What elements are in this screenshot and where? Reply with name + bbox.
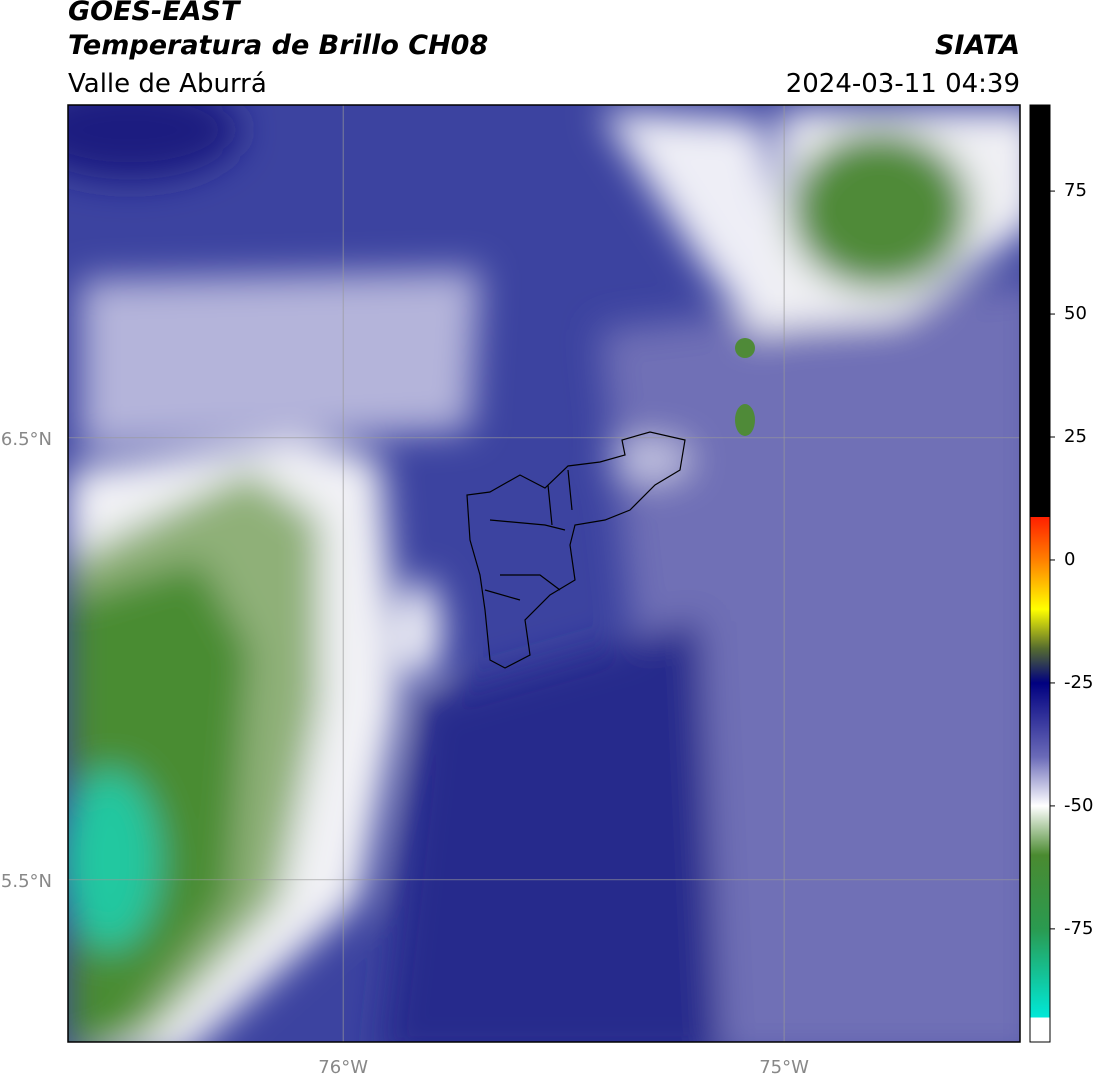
colorbar-tick-label: 75 <box>1064 180 1087 201</box>
colorbar <box>1029 104 1051 1043</box>
title: GOES-EAST <box>68 0 242 27</box>
x-tick-label: 75°W <box>759 1057 809 1078</box>
x-tick-label: 76°W <box>318 1057 368 1078</box>
colorbar-tick-label: 0 <box>1064 549 1075 570</box>
colorbar-tick-label: 50 <box>1064 303 1087 324</box>
graticule <box>68 105 1020 1042</box>
datetime: 2024-03-11 04:39 <box>786 69 1020 99</box>
source: SIATA <box>935 30 1020 61</box>
valley-outline <box>466 431 686 669</box>
y-tick-label: 6.5°N <box>1 429 52 450</box>
satellite-image <box>68 105 1020 1042</box>
colorbar-tick-label: -50 <box>1064 795 1093 816</box>
map-frame <box>67 104 1021 1043</box>
colorbar-tick-label: 25 <box>1064 426 1087 447</box>
y-tick-label: 5.5°N <box>1 871 52 892</box>
colorbar-tick-label: -75 <box>1064 918 1093 939</box>
colorbar-tick-label: -25 <box>1064 672 1093 693</box>
subtitle: Temperatura de Brillo CH08 <box>68 30 488 61</box>
region: Valle de Aburrá <box>68 69 267 99</box>
